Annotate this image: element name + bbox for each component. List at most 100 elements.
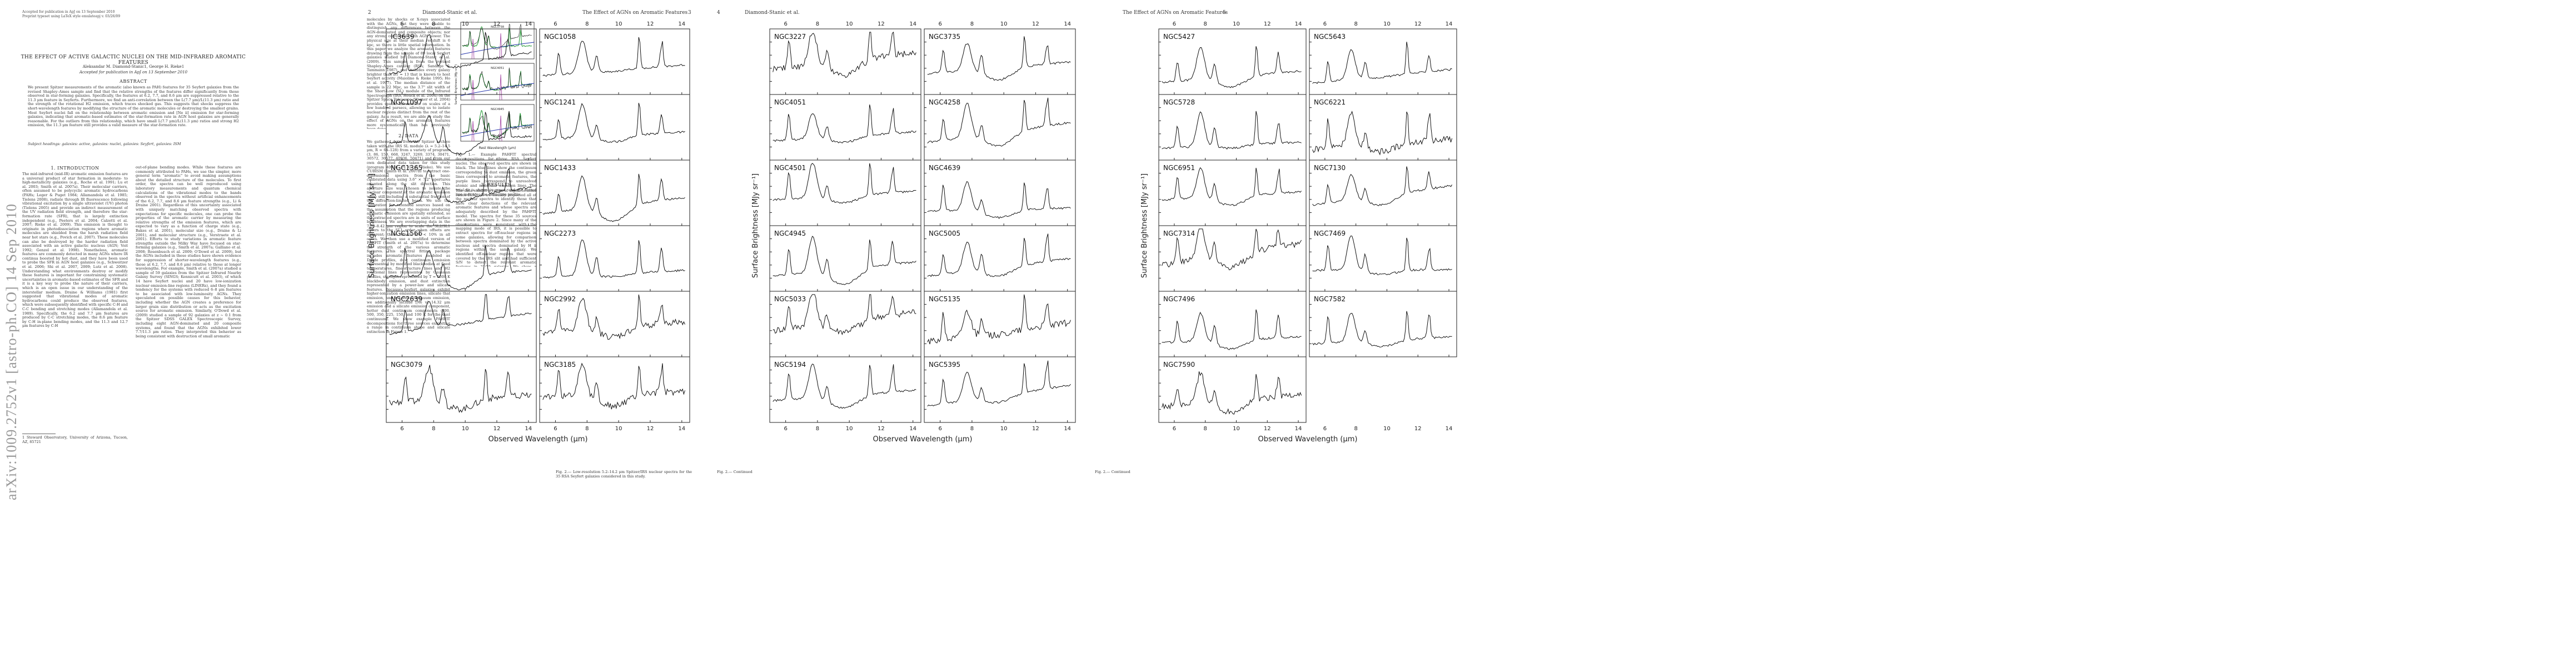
spectrum-line	[389, 245, 532, 291]
fig1-panel-frame	[460, 104, 535, 142]
x-tick-label-top: 14	[1295, 21, 1302, 27]
x-tick-label-top: 10	[462, 21, 469, 27]
x-tick-label-bottom: 8	[816, 426, 819, 432]
spectrum-line	[773, 31, 916, 78]
x-tick-label-bottom: 6	[1173, 426, 1176, 432]
fig1-continuum	[460, 83, 535, 96]
fig1-x-axis-label: Rest Wavelength (μm)	[479, 146, 516, 150]
footnote: 1 Steward Observatory, University of Ari…	[22, 435, 128, 444]
x-tick-label-top: 6	[1323, 21, 1327, 27]
spectrum-line	[1312, 235, 1452, 275]
galaxy-label: NGC2273	[544, 230, 576, 237]
galaxy-label: NGC3185	[544, 361, 576, 369]
x-tick-label-bottom: 14	[909, 426, 916, 432]
spectrum-line	[773, 104, 916, 144]
paper-title: THE EFFECT OF ACTIVE GALACTIC NUCLEI ON …	[21, 54, 246, 66]
section1-heading: 1. INTRODUCTION	[51, 166, 99, 171]
spectrum-line	[1162, 46, 1302, 88]
x-tick-label-bottom: 10	[1383, 426, 1391, 432]
x-tick-label-bottom: 12	[878, 426, 885, 432]
x-tick-label-top: 12	[1264, 21, 1271, 27]
figure-1-caption: Fig. 1.— Example PAHFIT spectral decompo…	[456, 152, 536, 197]
spectrum-line	[1162, 309, 1302, 350]
x-tick-label-top: 12	[647, 21, 654, 27]
x-tick-label-bottom: 12	[1414, 426, 1422, 432]
x-tick-label-bottom: 10	[615, 426, 622, 432]
x-tick-label-bottom: 6	[554, 426, 557, 432]
x-tick-label-bottom: 14	[1446, 426, 1453, 432]
page-3: The Effect of AGNs on Aromatic Features …	[556, 0, 692, 667]
spectrum-line	[389, 32, 532, 75]
x-tick-label-top: 8	[1354, 21, 1357, 27]
figure-2-grid-page5: 6 6 8 8 10 10 12 12 14 14 6 6 8 8 10 10 12 12 14 14 NGC5427 N…	[1140, 21, 1457, 444]
running-head: Diamond-Stanic et al.	[745, 10, 800, 16]
x-tick-label-top: 6	[938, 21, 941, 27]
spectrum-line	[927, 181, 1071, 219]
x-tick-label-top: 14	[678, 21, 685, 27]
spectrum-line	[927, 294, 1071, 345]
x-tick-label-bottom: 6	[938, 426, 941, 432]
spectrum-panel-frame	[539, 356, 690, 423]
spectrum-line	[773, 236, 916, 285]
spectrum-line	[1312, 42, 1452, 84]
spectrum-panel-frame	[769, 356, 921, 423]
fig1-panel-label: NGC4051	[491, 67, 504, 70]
page-5: The Effect of AGNs on Aromatic Features …	[1095, 0, 1362, 667]
arxiv-stamp: arXiv:1009.2752v1 [astro-ph.CO] 14 Sep 2…	[3, 203, 19, 500]
x-tick-label-top: 14	[1446, 21, 1453, 27]
page-4: 4 Diamond-Stanic et al. Fig. 2.— Continu…	[717, 0, 873, 667]
galaxy-label: NGC5135	[929, 295, 960, 303]
fig1-y-axis-label: Surface Brightness (MJy sr⁻¹)	[455, 64, 458, 104]
spectrum-line	[927, 97, 1071, 147]
x-tick-label-bottom: 8	[1354, 426, 1357, 432]
spectrum-line	[927, 36, 1071, 81]
intro-column-2: out-of-plane bending modes. While these …	[136, 166, 241, 339]
spectrum-line	[542, 239, 685, 278]
galaxy-label: NGC2992	[544, 295, 576, 303]
spectrum-line	[1162, 371, 1302, 415]
x-tick-label-top: 8	[1203, 21, 1207, 27]
page-2: 2 Diamond-Stanic et al. molecules by sho…	[367, 0, 536, 667]
fig1-emission-lines	[471, 74, 502, 101]
spectrum-line	[542, 173, 685, 222]
preprint-note: Preprint typeset using LaTeX style emula…	[22, 14, 121, 18]
galaxy-label: NGC5005	[929, 230, 960, 237]
spectrum-line	[389, 294, 532, 335]
x-tick-label-top: 8	[585, 21, 589, 27]
section2-heading: 2. DATA	[398, 133, 419, 138]
x-tick-label-top: 10	[1383, 21, 1391, 27]
x-tick-label-bottom: 8	[585, 426, 589, 432]
fig1-panel-frame	[460, 63, 535, 101]
running-head: The Effect of AGNs on Aromatic Features	[582, 10, 688, 16]
page-1: Accepted for publication in ApJ on 13 Se…	[0, 0, 261, 667]
galaxy-label: NGC2639	[391, 295, 422, 303]
x-tick-label-top: 12	[1032, 21, 1039, 27]
fig1-observed-spectrum	[462, 67, 532, 91]
spectrum-line	[389, 365, 532, 413]
x-tick-label-top: 10	[1000, 21, 1008, 27]
x-tick-label-top: 14	[525, 21, 532, 27]
galaxy-label: NGC1241	[544, 98, 576, 106]
x-tick-label-top: 12	[878, 21, 885, 27]
galaxy-label: NGC4945	[774, 230, 806, 237]
x-tick-label-top: 12	[1414, 21, 1422, 27]
spectrum-line	[542, 103, 685, 143]
x-tick-label-top: 6	[1173, 21, 1176, 27]
galaxy-label: NGC5194	[774, 361, 806, 369]
page-number: 3	[688, 10, 691, 16]
x-axis-label: Observed Wavelength (μm)	[488, 435, 587, 444]
x-tick-label-top: 10	[1233, 21, 1240, 27]
galaxy-label: NGC3735	[929, 33, 960, 41]
x-tick-label-bottom: 8	[432, 426, 435, 432]
figure-2-caption: Fig. 2.— Low-resolution 5.2–14.2 μm Spit…	[556, 470, 692, 479]
y-axis-label: Surface Brightness [MJy sr⁻¹]	[368, 173, 376, 278]
galaxy-label: NGC1058	[544, 33, 576, 41]
galaxy-label: IC3639	[391, 33, 414, 41]
x-tick-label-bottom: 14	[678, 426, 685, 432]
x-tick-label-bottom: 8	[970, 426, 974, 432]
spectrum-line	[773, 364, 916, 409]
galaxy-label: NGC6221	[1314, 98, 1346, 106]
spectrum-line	[1312, 166, 1453, 206]
spectrum-panel-frame	[924, 356, 1076, 423]
galaxy-label: NGC3227	[774, 33, 806, 41]
